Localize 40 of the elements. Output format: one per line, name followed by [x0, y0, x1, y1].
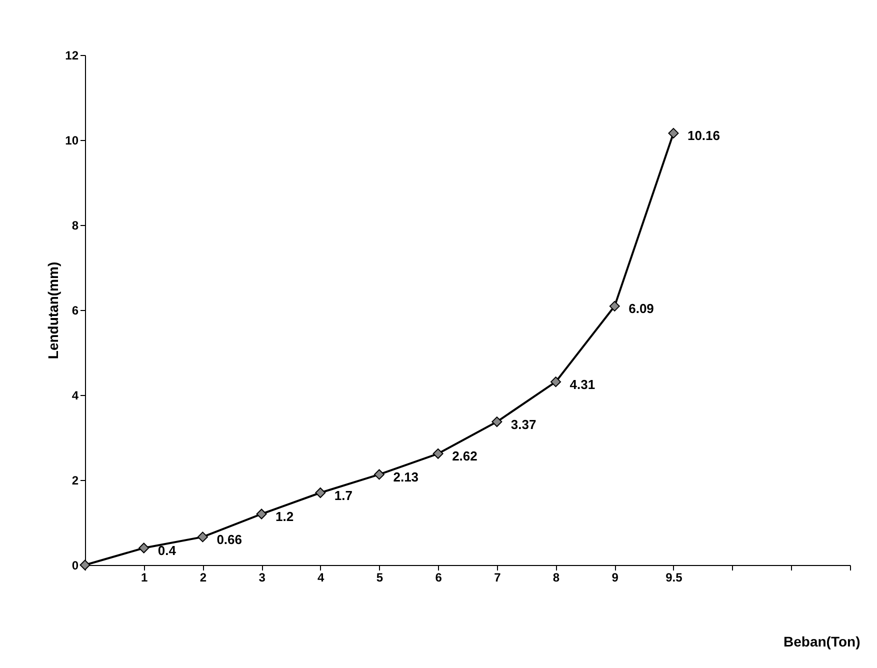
x-tick-label: 9.5 [666, 570, 683, 584]
data-label: 10.16 [687, 128, 720, 144]
x-tick-label: 7 [494, 570, 502, 584]
x-tick-label: 9 [612, 570, 619, 584]
x-tick-label: 5 [376, 570, 384, 584]
y-tick-label: 4 [72, 388, 79, 402]
y-tick-label: 6 [72, 304, 79, 318]
y-tick-label: 12 [65, 48, 79, 62]
point [609, 300, 620, 312]
x-tick-label: 6 [435, 570, 442, 584]
point [138, 542, 150, 554]
y-tick-label: 10 [65, 134, 79, 148]
point [315, 488, 326, 498]
x-tick-label: 3 [258, 570, 266, 584]
point [256, 508, 267, 520]
point [197, 532, 208, 542]
point [550, 376, 562, 388]
x-axis-title: Beban(Ton) [784, 634, 860, 650]
y-tick-label: 0 [72, 558, 79, 572]
point [668, 128, 679, 138]
data-label: 2.62 [452, 448, 478, 464]
data-label: 4.31 [570, 376, 596, 392]
point [374, 469, 384, 480]
data-label: 1.2 [276, 509, 294, 524]
y-tick-label: 8 [72, 218, 79, 232]
x-tick-label: 1 [141, 570, 148, 584]
data-label: 1.7 [334, 488, 352, 503]
data-label: 3.37 [510, 416, 536, 432]
y-axis-title: Lendutan(mm) [45, 262, 62, 360]
x-tick-label: 4 [318, 570, 325, 584]
data-label: 6.09 [628, 301, 654, 316]
point [492, 416, 502, 428]
y-tick-label: 2 [72, 474, 79, 488]
x-tick-label: 2 [200, 570, 207, 584]
point [80, 560, 90, 570]
data-label: 0.66 [216, 532, 242, 547]
data-label: 0.4 [158, 543, 177, 558]
data-label: 2.13 [393, 469, 419, 484]
x-tick-label: 8 [552, 570, 560, 584]
point [432, 448, 444, 459]
